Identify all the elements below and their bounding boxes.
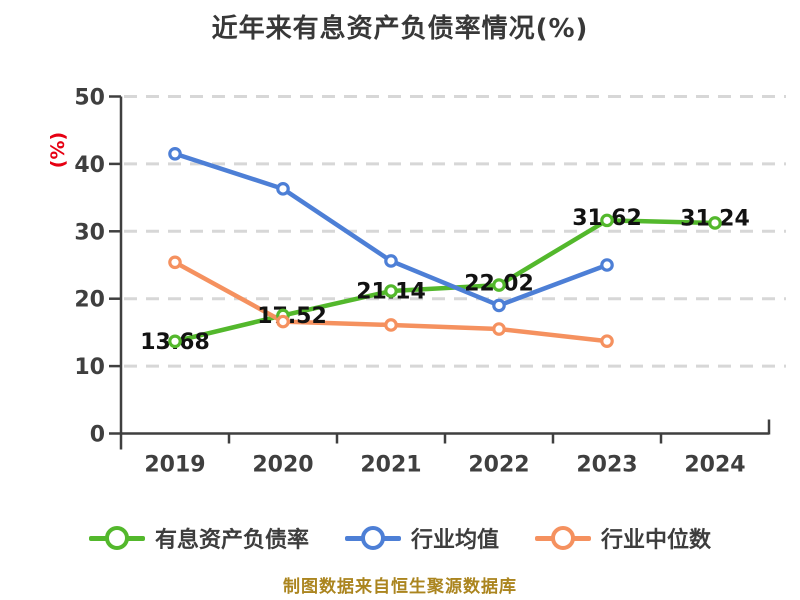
svg-text:50: 50 [74,86,105,111]
line-chart: 01020304050201920202021202220232024(%)13… [47,86,786,478]
svg-text:2022: 2022 [468,453,529,478]
svg-text:30: 30 [74,220,105,245]
svg-text:(%): (%) [47,132,69,168]
svg-text:0: 0 [90,423,105,448]
legend-item-company-ratio: 有息资产负债率 [88,522,309,554]
legend: 有息资产负债率 行业均值 行业中位数 [0,516,800,560]
legend-label: 有息资产负债率 [154,528,309,553]
svg-text:2021: 2021 [360,453,421,478]
svg-text:10: 10 [74,355,105,380]
line-marker-icon [344,525,401,551]
line-marker-icon [88,525,145,551]
svg-text:20: 20 [74,288,105,313]
legend-label: 行业均值 [410,528,499,553]
legend-item-industry-median: 行业中位数 [535,522,711,554]
svg-text:17.52: 17.52 [257,304,327,329]
chart-title: 近年来有息资产负债率情况(%) [211,14,589,44]
svg-text:2024: 2024 [684,453,745,478]
svg-text:2020: 2020 [252,453,313,478]
line-marker-icon [535,525,591,551]
legend-label: 行业中位数 [601,528,712,553]
legend-item-industry-mean: 行业均值 [344,522,499,554]
svg-text:40: 40 [74,153,105,178]
svg-text:2023: 2023 [576,453,637,478]
svg-text:2019: 2019 [144,453,205,478]
data-source-note: 制图数据来自恒生聚源数据库 [283,577,517,597]
